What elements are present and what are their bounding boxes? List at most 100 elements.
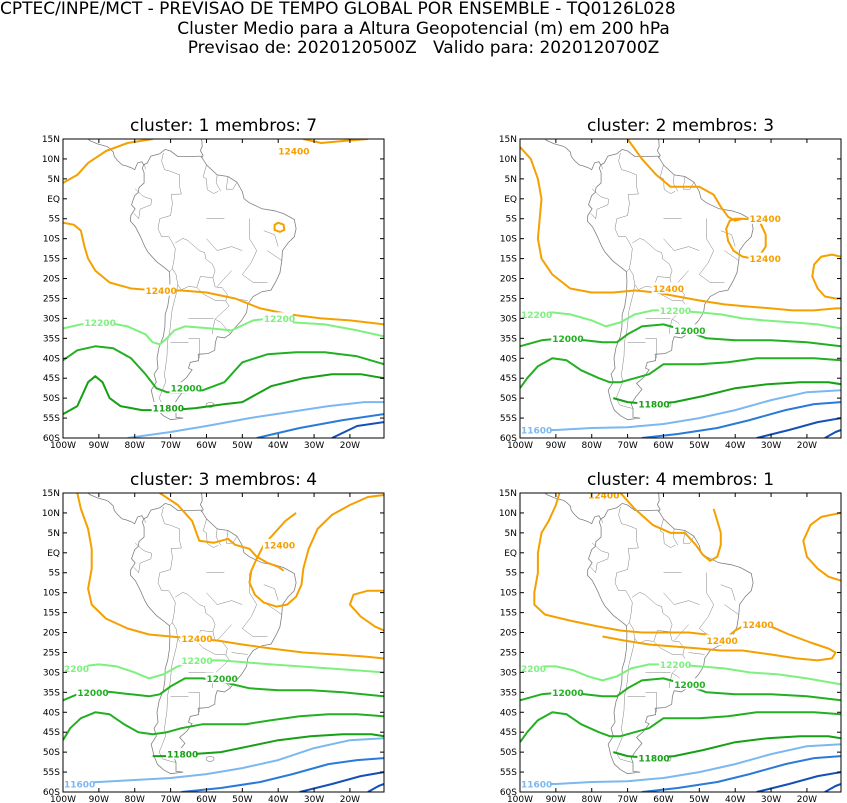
contour-12200	[520, 663, 841, 686]
country-border	[614, 193, 639, 272]
map-panel-2: cluster: 2 membros: 3 12400 12400 12400 1220…	[499, 116, 842, 451]
country-border	[242, 274, 268, 283]
contour-12400	[248, 494, 384, 608]
longitude-tick-label: 100W	[507, 441, 533, 451]
caribbean-islands	[656, 493, 661, 512]
latitude-tick-label: 60S	[500, 788, 517, 798]
country-border	[629, 592, 673, 645]
country-border	[158, 638, 179, 763]
caribbean-islands	[199, 493, 204, 512]
latitude-tick-label: 10S	[500, 589, 517, 599]
country-border	[601, 518, 603, 523]
latitude-tick-label: 25S	[500, 294, 517, 304]
central-america-coastline	[87, 139, 145, 171]
latitude-tick-label: 30S	[500, 668, 517, 678]
contour-12400	[802, 511, 841, 582]
country-border	[202, 518, 219, 548]
contour-11600	[520, 743, 841, 785]
country-border	[242, 218, 257, 275]
latitude-tick-label: 30S	[43, 314, 60, 324]
country-border	[161, 152, 182, 195]
latitude-tick-label: EQ	[47, 549, 60, 559]
contour-label: 12000	[674, 681, 705, 691]
latitude-tick-label: 60S	[43, 434, 60, 444]
contour-label: 12200	[660, 661, 691, 671]
contour-label: 12200	[521, 311, 552, 321]
contour-label: 12000	[674, 327, 705, 337]
latitude-tick-label: EQ	[47, 195, 60, 205]
contour-label: 12400	[750, 215, 781, 225]
latitude-tick-label: 10S	[500, 235, 517, 245]
contour-12000	[63, 345, 384, 394]
map-panel-3: cluster: 3 membros: 4 12400 12400 2200 12200…	[42, 470, 385, 803]
country-border	[724, 250, 739, 261]
longitude-tick-label: 80W	[582, 795, 602, 803]
country-border	[157, 193, 182, 272]
latitude-tick-label: 45S	[500, 728, 517, 738]
contour-label: 12200	[660, 307, 691, 317]
south-america-coastline	[129, 148, 297, 421]
latitude-tick-label: 25S	[43, 294, 60, 304]
contour-label: 11600	[64, 781, 95, 791]
longitude-tick-label: 30W	[304, 795, 324, 803]
latitude-tick-label: 5S	[506, 569, 518, 579]
contour-label: 11600	[521, 781, 552, 791]
panel-title: cluster: 1 membros: 7	[130, 116, 317, 136]
longitude-tick-label: 80W	[125, 441, 145, 451]
latitude-tick-label: 50S	[43, 394, 60, 404]
latitude-tick-label: 15S	[500, 609, 517, 619]
latitude-tick-label: 20S	[43, 275, 60, 285]
chart-header-line-3: Previsao de: 2020120500Z Valido para: 20…	[187, 38, 660, 58]
contour-label: 12400	[588, 491, 619, 501]
contour-11400	[181, 757, 384, 792]
contour-label: 11800	[638, 401, 669, 411]
country-border	[724, 604, 739, 615]
longitude-tick-label: 80W	[125, 795, 145, 803]
country-border	[144, 518, 146, 523]
falkland-islands	[205, 756, 215, 762]
longitude-tick-label: 70W	[617, 795, 637, 803]
latitude-tick-label: 45S	[43, 374, 60, 384]
latitude-tick-label: 15N	[499, 135, 517, 145]
latitude-tick-label: 45S	[500, 374, 517, 384]
country-border	[242, 628, 268, 637]
contour-label: 12400	[750, 255, 781, 265]
country-border	[629, 238, 673, 291]
country-border	[217, 624, 232, 641]
country-border	[645, 338, 657, 359]
caribbean-islands	[656, 139, 661, 158]
latitude-tick-label: 55S	[43, 414, 60, 424]
country-border	[672, 528, 679, 546]
country-border	[172, 592, 216, 645]
country-border	[215, 174, 222, 192]
country-border	[225, 530, 238, 544]
contour-12000	[63, 711, 384, 741]
longitude-tick-label: 60W	[653, 441, 673, 451]
country-border	[668, 319, 673, 334]
contour-label: 12400	[278, 147, 309, 157]
map-frame	[62, 492, 385, 793]
contour-11200	[756, 417, 841, 438]
chart-header-line-1: CPTEC/INPE/MCT - PREVISAO DE TEMPO GLOBA…	[0, 0, 676, 19]
contour-label: 12400	[742, 621, 773, 631]
contour-label: 12400	[653, 285, 684, 295]
longitude-tick-label: 20W	[340, 441, 360, 451]
latitude-tick-label: 15N	[499, 489, 517, 499]
country-border	[211, 319, 216, 334]
longitude-tick-label: 100W	[50, 795, 76, 803]
country-border	[217, 270, 232, 287]
map-frame	[519, 138, 842, 439]
country-border	[157, 547, 182, 626]
contour-12400	[348, 589, 384, 632]
country-border	[615, 284, 636, 409]
longitude-tick-label: 60W	[653, 795, 673, 803]
contour-11400	[641, 755, 841, 792]
contour-label: 11800	[153, 405, 184, 415]
longitude-tick-label: 90W	[89, 795, 109, 803]
country-border	[682, 176, 695, 190]
country-border	[618, 152, 639, 195]
longitude-tick-label: 20W	[340, 795, 360, 803]
country-border	[672, 174, 679, 192]
latitude-tick-label: 40S	[500, 708, 517, 718]
latitude-tick-label: 50S	[43, 748, 60, 758]
